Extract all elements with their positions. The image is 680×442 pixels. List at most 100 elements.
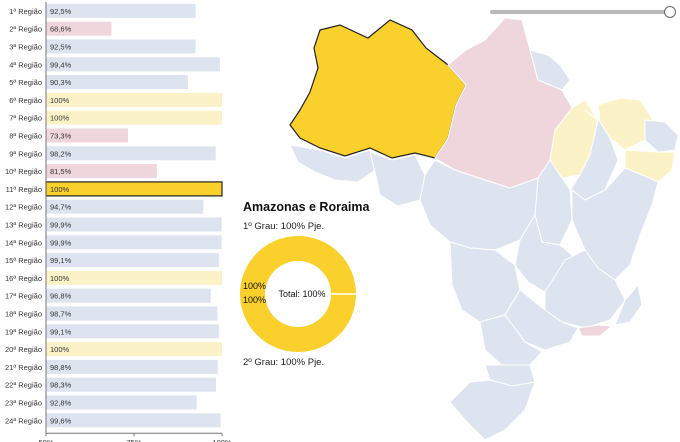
total-donut-chart: 100% 100% Total: 100% (240, 236, 358, 352)
value-label: 90,3% (50, 78, 72, 87)
category-label: 12ª Região (5, 203, 42, 212)
value-label: 99,9% (50, 238, 72, 247)
value-label: 100% (50, 345, 70, 354)
donut-hole (265, 261, 331, 327)
timeline-slider[interactable] (490, 6, 676, 18)
bar-region-3[interactable] (46, 39, 196, 54)
grau1-label: 1º Grau: 100% Pje. (243, 221, 325, 232)
x-tick-label: 100% (212, 438, 232, 442)
category-label: 19ª Região (5, 327, 42, 336)
category-label: 13ª Região (5, 221, 42, 230)
map-region-amazonas-roraima[interactable] (289, 19, 467, 159)
map-region-rj[interactable] (577, 324, 614, 337)
map-region-rn-pb[interactable] (644, 119, 679, 153)
bar-region-5[interactable] (46, 75, 188, 90)
category-label: 20ª Região (5, 345, 42, 354)
bar-region-24[interactable] (46, 413, 221, 428)
bar-region-4[interactable] (46, 57, 220, 72)
value-label: 99,9% (50, 221, 72, 230)
category-label: 22ª Região (5, 381, 42, 390)
map-region-sp[interactable] (504, 289, 579, 351)
value-label: 73,3% (50, 132, 72, 141)
category-label: 9ª Região (9, 149, 42, 158)
category-label: 4ª Região (9, 60, 42, 69)
bar-region-11[interactable] (45, 181, 223, 197)
value-label: 100% (50, 114, 70, 123)
bar-region-16[interactable] (46, 270, 222, 285)
value-label: 92,8% (50, 399, 72, 408)
bar-region-18[interactable] (46, 306, 218, 321)
category-label: 11ª Região (6, 185, 42, 194)
bar-region-17[interactable] (46, 288, 211, 303)
bar-region-6[interactable] (46, 92, 222, 107)
donut-outer-label: 100% (243, 281, 266, 291)
bar-region-8[interactable] (46, 128, 129, 143)
map-region-minas[interactable] (544, 249, 626, 329)
category-label: 8ª Região (9, 132, 42, 141)
regions-bar-chart: 1ª Região 92,5% 2ª Região 68,6% 3ª Região 92,… (5, 2, 232, 442)
category-label: 14ª Região (5, 238, 42, 247)
map-region-acre[interactable] (289, 144, 376, 183)
category-label: 23ª Região (5, 399, 42, 408)
map-regions (289, 17, 679, 441)
x-tick-label: 75% (126, 438, 141, 442)
bar-region-9[interactable] (46, 146, 216, 161)
value-label: 94,7% (50, 203, 72, 212)
category-label: 24ª Região (5, 416, 42, 425)
value-label: 98,7% (50, 310, 72, 319)
map-region-rs[interactable] (449, 379, 536, 441)
category-label: 17ª Região (5, 292, 42, 301)
map-region-amapa[interactable] (529, 49, 571, 91)
donut-center-label: Total: 100% (278, 289, 325, 299)
x-tick-label: 50% (38, 438, 53, 442)
value-label: 92,5% (50, 43, 72, 52)
value-label: 99,1% (50, 256, 72, 265)
category-label: 15ª Região (5, 256, 42, 265)
bar-region-21[interactable] (46, 359, 218, 374)
value-label: 92,5% (50, 7, 72, 16)
bar-region-19[interactable] (46, 324, 219, 339)
value-label: 100% (50, 185, 70, 194)
category-label: 16ª Região (5, 274, 42, 283)
value-label: 96,8% (50, 292, 72, 301)
brazil-map (289, 17, 679, 441)
bar-region-2[interactable] (46, 21, 112, 36)
value-label: 100% (50, 274, 70, 283)
grau2-label: 2º Grau: 100% Pje. (243, 357, 325, 368)
donut-inner-label: 100% (243, 295, 266, 305)
bar-region-15[interactable] (46, 253, 219, 268)
category-label: 7ª Região (9, 114, 42, 123)
value-label: 68,6% (50, 25, 72, 34)
bar-region-23[interactable] (46, 395, 197, 410)
category-label: 10ª Região (5, 167, 42, 176)
category-label: 1ª Região (9, 7, 42, 16)
map-region-es[interactable] (614, 283, 643, 326)
value-label: 98,3% (50, 381, 72, 390)
bar-region-10[interactable] (46, 164, 157, 179)
map-region-rondonia[interactable] (369, 151, 426, 207)
value-label: 98,2% (50, 149, 72, 158)
bar-region-14[interactable] (46, 235, 222, 250)
slider-thumb[interactable] (664, 6, 676, 18)
slider-track[interactable] (490, 10, 670, 14)
bar-region-7[interactable] (46, 110, 222, 125)
category-label: 5ª Região (9, 78, 42, 87)
category-label: 6ª Região (9, 96, 42, 105)
category-label: 3ª Região (9, 43, 42, 52)
category-label: 18ª Região (5, 310, 42, 319)
bar-region-1[interactable] (46, 3, 196, 18)
value-label: 99,1% (50, 327, 72, 336)
value-label: 98,8% (50, 363, 72, 372)
value-label: 81,5% (50, 167, 72, 176)
value-label: 99,6% (50, 416, 72, 425)
bar-region-13[interactable] (46, 217, 222, 232)
value-label: 99,4% (50, 60, 72, 69)
map-region-pr[interactable] (479, 314, 543, 366)
detail-title: Amazonas e Roraima (243, 200, 370, 214)
bar-region-20[interactable] (46, 342, 222, 357)
value-label: 100% (50, 96, 70, 105)
category-label: 21ª Região (5, 363, 42, 372)
category-label: 2ª Região (9, 25, 42, 34)
bar-region-22[interactable] (46, 377, 217, 392)
bar-region-12[interactable] (46, 199, 204, 214)
